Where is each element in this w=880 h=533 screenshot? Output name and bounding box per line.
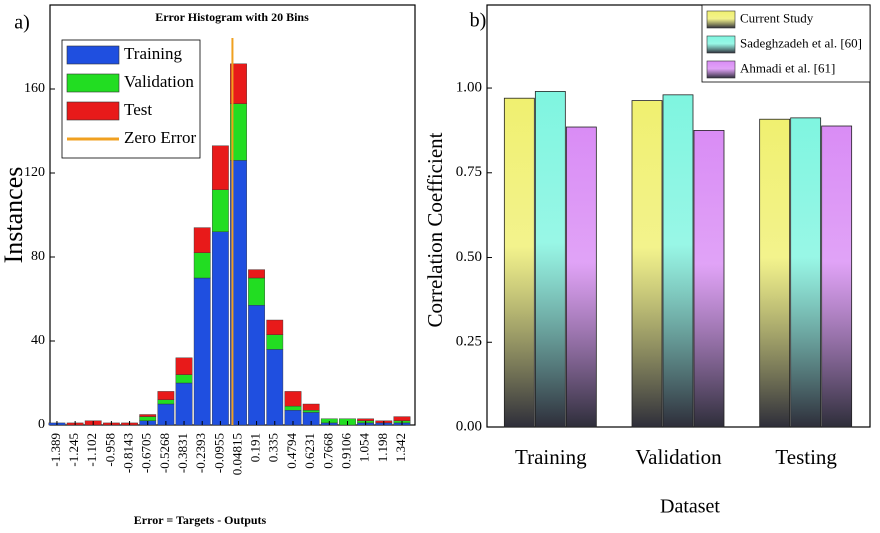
bar-segment <box>302 410 320 413</box>
y-tick-label: 0 <box>38 417 45 432</box>
bar <box>662 94 694 428</box>
legend-label: Validation <box>124 72 194 91</box>
legend-label: Training <box>124 44 182 63</box>
bar-segment <box>211 189 229 233</box>
panel-label: a) <box>14 12 30 34</box>
legend-label: Current Study <box>740 10 814 25</box>
bar-segment <box>175 374 193 384</box>
y-axis-label: Instances <box>0 167 28 264</box>
bar-segment <box>175 382 193 426</box>
bar <box>821 125 853 428</box>
bar-segment <box>266 319 284 335</box>
y-tick-label: 0.75 <box>456 164 482 180</box>
y-axis-label: Correlation Coefficient <box>423 132 447 327</box>
x-tick-label: 1.198 <box>375 433 390 462</box>
x-tick-label: 0.6231 <box>302 433 317 469</box>
bar <box>534 91 566 428</box>
legend-swatch <box>66 45 120 65</box>
x-tick-label: 1.342 <box>393 433 408 462</box>
bar <box>693 130 725 428</box>
bar-segment <box>284 391 302 407</box>
x-tick-label: 0.7668 <box>320 433 335 469</box>
y-tick-label: 80 <box>31 249 45 264</box>
y-tick-label: 0.50 <box>456 249 482 265</box>
y-tick-label: 160 <box>24 81 45 96</box>
x-tick-label: 0.191 <box>248 433 263 462</box>
legend-swatch <box>66 101 120 121</box>
y-tick-label: 120 <box>24 165 45 180</box>
legend-label: Sadeghzadeh et al. [60] <box>740 35 862 50</box>
x-tick-label: Training <box>515 445 587 469</box>
bar-segment <box>248 305 265 426</box>
bar <box>565 126 597 428</box>
y-tick-label: 40 <box>31 333 45 348</box>
bar-segment <box>193 277 211 426</box>
bar-segment <box>193 252 211 279</box>
bar <box>503 97 535 428</box>
y-tick-label: 1.00 <box>456 79 482 95</box>
bar-segment <box>211 231 229 426</box>
x-tick-label: Testing <box>775 445 837 469</box>
bar-segment <box>193 227 211 254</box>
legend-label: Test <box>124 100 152 119</box>
panel-label: b) <box>470 10 487 32</box>
x-tick-label: -0.5268 <box>157 433 172 473</box>
x-tick-label: -1.245 <box>66 433 81 467</box>
x-tick-label: 1.054 <box>357 433 372 463</box>
bar-segment <box>248 277 265 306</box>
bar-segment <box>175 357 193 375</box>
x-tick-label: 0.335 <box>266 433 281 462</box>
y-tick-label: 0.00 <box>456 418 482 434</box>
legend-swatch <box>706 60 736 79</box>
x-tick-label: 0.9106 <box>338 433 353 469</box>
x-axis-label: Dataset <box>660 496 720 518</box>
bar-segment <box>266 349 284 426</box>
bar <box>759 118 791 428</box>
bar-segment <box>157 399 175 405</box>
bar-segment <box>357 418 374 422</box>
x-tick-label: -0.2393 <box>193 433 208 473</box>
bar-segment <box>248 269 265 279</box>
x-axis-label: Error = Targets - Outputs <box>134 513 267 527</box>
bar-segment <box>230 63 247 104</box>
chart-title: Error Histogram with 20 Bins <box>155 10 309 24</box>
legend-swatch <box>706 10 736 29</box>
y-tick-label: 0.25 <box>456 334 482 350</box>
x-tick-label: -0.8143 <box>121 433 136 473</box>
x-tick-label: -0.0955 <box>211 433 226 473</box>
legend-swatch <box>66 73 120 93</box>
x-tick-label: -0.6705 <box>139 433 154 473</box>
bar-segment <box>157 391 175 400</box>
bar-segment <box>211 145 229 190</box>
x-tick-label: -0.958 <box>102 433 117 467</box>
legend-swatch <box>706 35 736 54</box>
bar-segment <box>302 403 320 411</box>
legend-label: Ahmadi et al. [61] <box>740 60 835 75</box>
bar-segment <box>284 405 302 411</box>
bar-segment <box>266 334 284 350</box>
x-tick-label: -1.389 <box>48 433 63 467</box>
legend-label: Zero Error <box>124 128 197 147</box>
x-tick-label: Validation <box>635 445 722 469</box>
x-tick-label: -0.3831 <box>175 433 190 473</box>
bar-segment <box>139 414 157 417</box>
x-tick-label: -1.102 <box>84 433 99 467</box>
x-tick-label: 0.4794 <box>284 433 299 469</box>
x-tick-label: 0.04815 <box>230 433 245 475</box>
bar <box>790 117 822 428</box>
bar <box>631 100 663 428</box>
bar-segment <box>393 416 411 422</box>
bar-segment <box>139 416 157 422</box>
